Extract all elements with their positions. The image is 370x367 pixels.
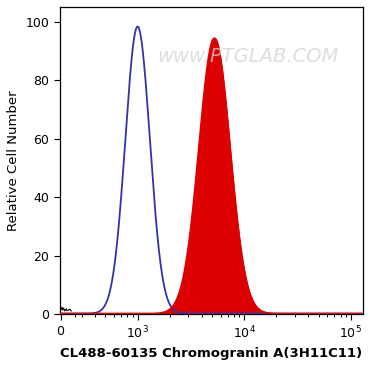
Y-axis label: Relative Cell Number: Relative Cell Number: [7, 90, 20, 231]
X-axis label: CL488-60135 Chromogranin A(3H11C11): CL488-60135 Chromogranin A(3H11C11): [60, 347, 363, 360]
Text: www.PTGLAB.COM: www.PTGLAB.COM: [157, 47, 339, 66]
